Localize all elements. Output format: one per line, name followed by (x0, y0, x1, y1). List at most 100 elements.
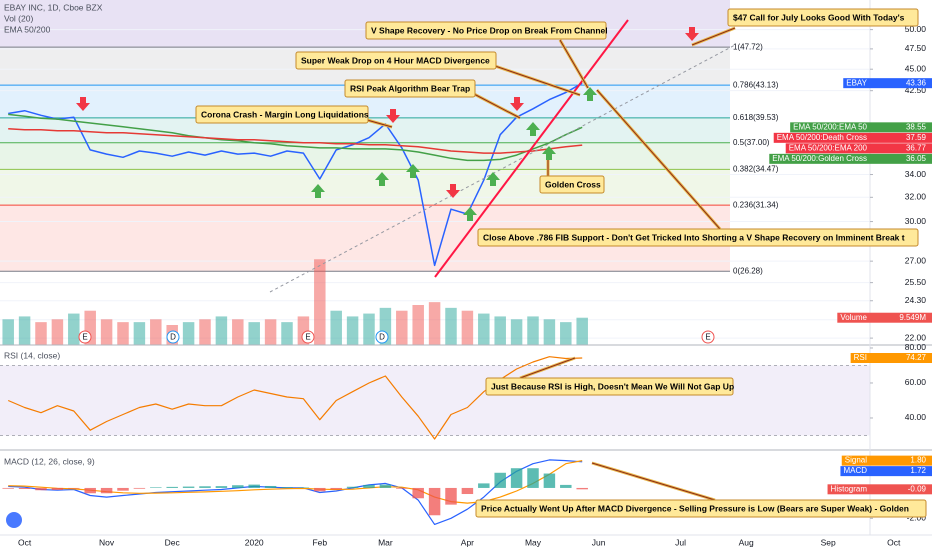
y-tick-label: 34.00 (905, 169, 927, 179)
histogram-bar (346, 486, 359, 488)
volume-bar (199, 319, 211, 345)
y-tick-label: 60.00 (905, 377, 927, 387)
histogram-bar (264, 485, 277, 488)
callout-box (195, 105, 369, 124)
down-arrow (76, 97, 90, 111)
histogram-bar (379, 484, 392, 488)
volume-bar (346, 316, 359, 345)
histogram-bar (166, 486, 178, 488)
up-arrow (526, 122, 540, 136)
y-tick-label: 45.00 (905, 63, 927, 73)
series-line (8, 459, 583, 525)
y-tick-label: -2.00 (907, 513, 927, 523)
histogram-bar (248, 484, 260, 488)
volume-bar (18, 316, 31, 345)
volume-bar (35, 322, 47, 345)
volume-bar (248, 322, 260, 345)
callout-box (344, 79, 476, 98)
histogram-bar (182, 486, 195, 488)
axes: EBAY INC, 1D, Cboe BZX EMA 50/200 1(47.72)… (4, 2, 932, 547)
histogram-bar (35, 487, 47, 491)
histogram-bar (560, 484, 572, 488)
callout-text: Price Actually Went Up After MACD Diverg… (481, 503, 909, 513)
callout-text: RSI Peak Algorithm Bear Trap (350, 83, 470, 93)
frame (0, 0, 932, 536)
price-box-name: EMA 50/200:EMA 200 (789, 143, 868, 152)
price-box-value: 1.80 (910, 456, 926, 465)
callout-text: Just Because RSI is High, Doesn't Mean W… (491, 381, 734, 391)
price-box-name-bg (827, 484, 870, 495)
x-tick-label: May (525, 537, 542, 547)
up-arrow (542, 146, 556, 160)
up-arrow (311, 184, 325, 198)
price-box-name-bg (769, 153, 870, 164)
histogram-bar (543, 473, 556, 488)
annotations: V Shape Recovery - No Price Drop on Brea… (195, 8, 927, 518)
price-box-name: Signal (845, 456, 867, 465)
volume-bar (51, 319, 64, 345)
histogram-bar (527, 468, 539, 488)
series-line (8, 128, 583, 154)
down-arrow (446, 184, 460, 198)
x-tick-label: Oct (18, 537, 32, 547)
histogram-bar (363, 484, 375, 488)
price-box (870, 132, 932, 143)
volume-bar (494, 316, 506, 345)
event-label: D (170, 333, 176, 342)
price-box-name-bg (790, 122, 870, 133)
event-label: D (379, 333, 385, 342)
pane-legend: RSI (14, close) (4, 350, 60, 360)
down-arrow (386, 109, 400, 123)
callout-leader (494, 65, 581, 96)
y-tick-label: 30.00 (905, 216, 927, 226)
fib-band (0, 169, 730, 206)
price-box-name-bg (843, 78, 870, 89)
price-box (870, 143, 932, 154)
price-box-name-bg (785, 143, 870, 154)
grid (0, 29, 870, 436)
down-arrow (685, 27, 699, 41)
histogram-bar (117, 487, 129, 491)
histogram-bar (281, 487, 293, 488)
histogram-bar (330, 487, 342, 490)
event-label: E (305, 333, 310, 342)
y-tick-label: 47.50 (905, 43, 927, 53)
fib-band (0, 0, 730, 48)
volume-bar (428, 302, 441, 345)
volume-bar (117, 322, 129, 345)
volume-bar (412, 305, 424, 345)
logo[interactable] (6, 512, 22, 528)
volume-bar (314, 259, 326, 345)
event-marker (166, 330, 180, 344)
pane-legend: Vol (20) (4, 13, 33, 23)
volume-bar (215, 316, 228, 345)
callout-leader (596, 89, 721, 230)
y-tick-label: 25.50 (905, 277, 927, 287)
volume-bar (2, 319, 14, 345)
up-arrow (583, 87, 597, 101)
x-tick-label: Apr (461, 537, 474, 547)
price-box (870, 153, 932, 164)
price-box-value: 36.77 (906, 143, 927, 152)
histogram-bar (18, 487, 31, 490)
event-marker (375, 330, 389, 344)
callout-leader (366, 119, 393, 128)
price-box (870, 353, 932, 364)
price-box (870, 455, 932, 466)
up-arrow (463, 207, 477, 221)
price-box-name-bg (841, 455, 870, 466)
volume-bar (100, 319, 113, 345)
price-box-name: RSI (854, 353, 867, 362)
volume-bar (379, 307, 392, 345)
fib-label: 0.236(31.34) (733, 200, 779, 209)
price-box (870, 312, 932, 323)
histogram-bar (84, 487, 96, 494)
rsi-band (0, 365, 870, 436)
pane-legend: MACD (12, 26, close, 9) (4, 456, 95, 466)
y-tick-label: 50.00 (905, 24, 927, 34)
histogram-bar (51, 487, 64, 490)
price-box (870, 466, 932, 477)
x-tick-label: Jul (675, 537, 686, 547)
histogram-bar (428, 487, 441, 516)
